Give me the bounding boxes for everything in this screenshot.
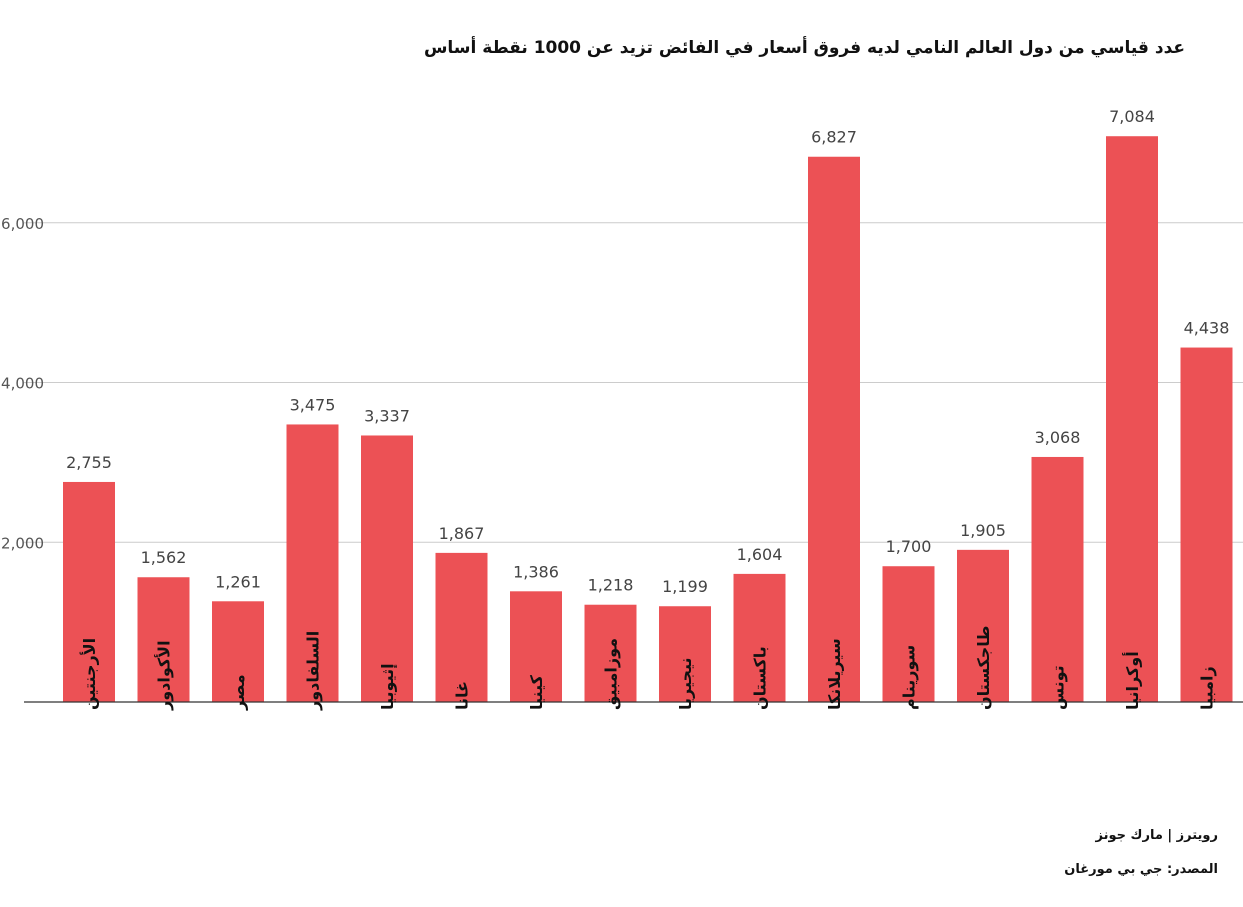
x-tick-label: السلفادور — [304, 631, 323, 711]
x-tick-label: إثيوبيا — [378, 663, 397, 710]
bar — [212, 601, 264, 702]
bar-value-label: 7,084 — [1109, 107, 1155, 126]
bar-value-label: 3,475 — [290, 395, 336, 414]
x-tick-label: غانا — [453, 681, 472, 710]
bar — [1031, 456, 1084, 702]
x-tick-label: الأرجنتين — [80, 638, 99, 710]
credit-text: رويترز | مارك جونز — [1095, 828, 1218, 843]
x-tick-label: مصر — [229, 674, 248, 711]
x-tick-label: أوكرانيا — [1122, 651, 1142, 710]
x-tick-label: سيريلانكا — [825, 638, 844, 710]
bar-value-label: 6,827 — [811, 128, 857, 147]
bar — [435, 552, 488, 702]
value-labels: 2,755 1,562 1,261 3,475 3,337 1,867 1,386 1,218… — [66, 107, 1229, 596]
y-tick-label: 2,000 — [1, 534, 44, 552]
x-axis-labels: الأرجنتين الأكوادور مصر السلفادور إثيوبيا غان… — [80, 626, 1217, 711]
bar-value-label: 1,261 — [215, 572, 261, 591]
bar-value-label: 1,386 — [513, 562, 559, 581]
bar — [957, 549, 1009, 702]
x-tick-label: زامبيا — [1198, 666, 1217, 710]
y-axis-labels: 2,000 4,000 6,000 — [1, 215, 44, 552]
x-tick-label: باكستان — [751, 646, 770, 710]
bar-value-label: 3,068 — [1035, 428, 1081, 447]
bar-value-label: 1,218 — [588, 576, 634, 595]
x-tick-label: سورينام — [900, 645, 919, 710]
bar-value-label: 1,562 — [141, 548, 187, 567]
bar-value-label: 1,604 — [737, 545, 783, 564]
bar-value-label: 1,905 — [960, 521, 1006, 540]
x-tick-label: طاجكستان — [974, 626, 993, 710]
bars — [63, 136, 1233, 703]
bar-value-label: 2,755 — [66, 453, 112, 472]
bar — [510, 591, 562, 702]
bar-value-label: 1,199 — [662, 577, 708, 596]
bar — [361, 435, 413, 702]
x-tick-label: كينيا — [527, 674, 546, 710]
x-tick-label: نيجيريا — [676, 657, 695, 710]
bar-value-label: 4,438 — [1184, 319, 1230, 338]
bar-value-label: 1,700 — [886, 537, 932, 556]
y-tick-label: 6,000 — [1, 215, 44, 233]
bar — [1106, 136, 1158, 703]
chart-title: عدد قياسي من دول العالم النامي لديه فروق… — [423, 38, 1185, 58]
bar — [63, 481, 115, 702]
bar — [286, 424, 339, 702]
x-tick-label: موزامبيق — [602, 638, 621, 710]
x-tick-label: تونس — [1049, 665, 1068, 710]
y-tick-label: 4,000 — [1, 375, 44, 393]
bar — [584, 604, 637, 702]
bar — [733, 573, 786, 702]
bar — [808, 156, 860, 703]
x-tick-label: الأكوادور — [155, 640, 174, 711]
bar — [137, 577, 190, 702]
bar — [1180, 347, 1233, 702]
bar-value-label: 1,867 — [439, 524, 485, 543]
bar — [882, 566, 935, 702]
bar — [659, 606, 711, 702]
source-text: المصدر: جي بي مورغان — [1064, 862, 1218, 877]
bar-value-label: 3,337 — [364, 406, 410, 425]
